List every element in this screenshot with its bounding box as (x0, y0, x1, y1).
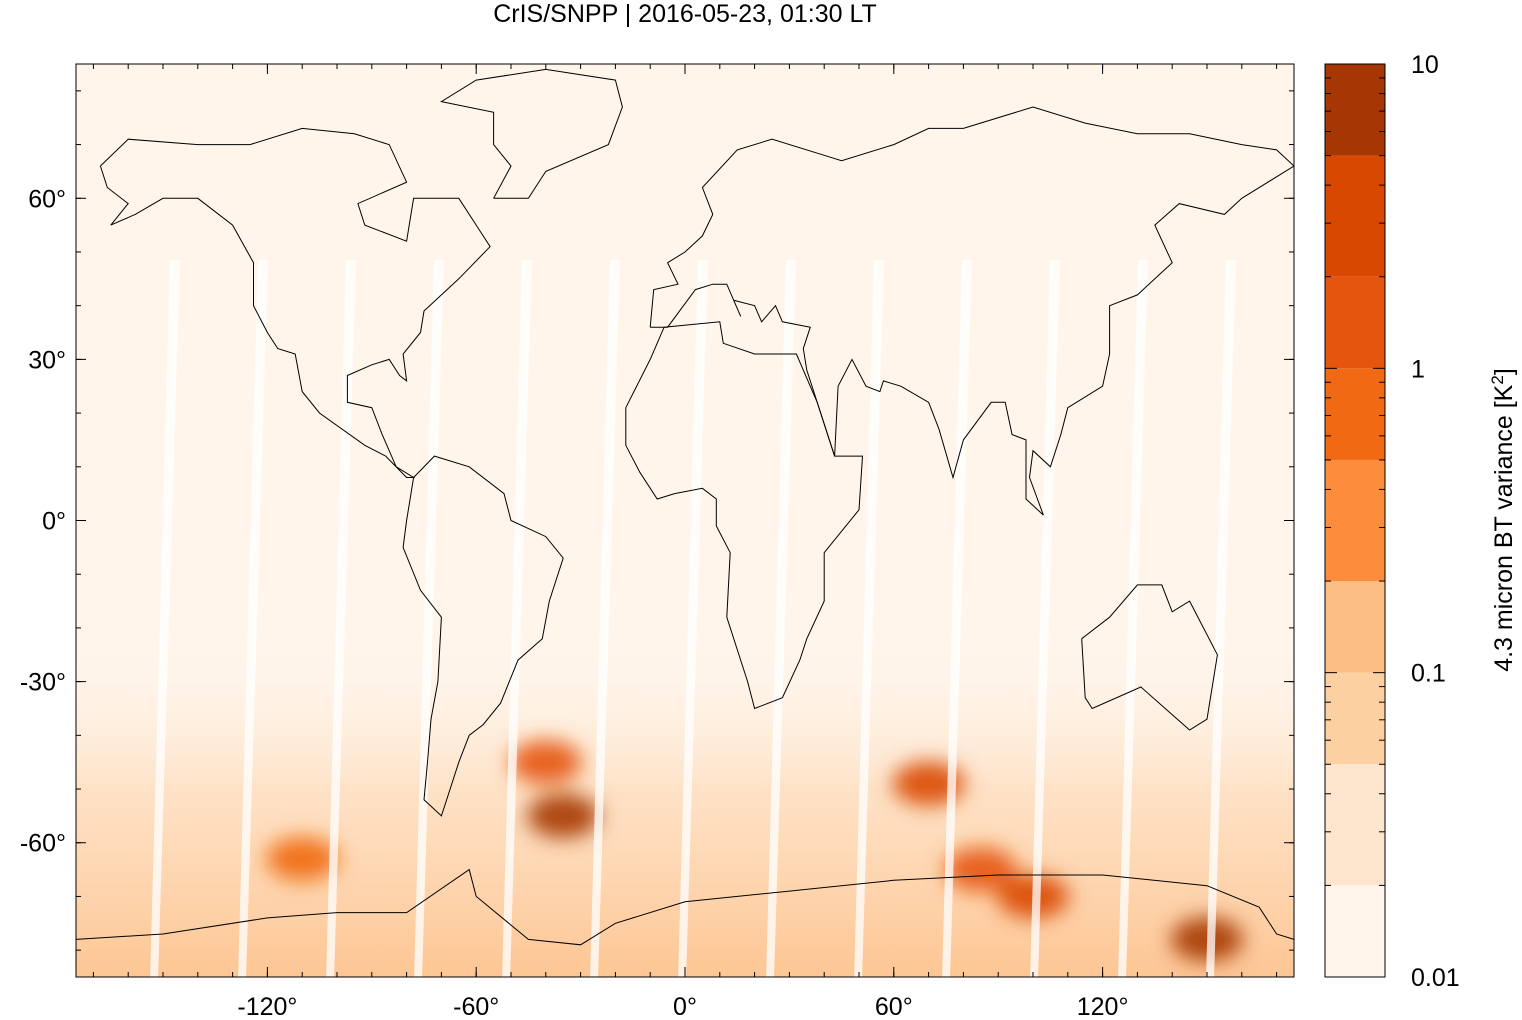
x-tick-label-4: 120° (1077, 993, 1129, 1020)
swath-gap-5 (590, 260, 620, 977)
x-axis: -120° -60° 0° 60° 120° (92, 64, 1278, 1020)
map-plot-area (76, 64, 1324, 980)
y-tick-label-2: 0° (42, 508, 66, 536)
coastline-antarctica (76, 868, 1294, 946)
hotspot-0 (1171, 917, 1243, 962)
y-tick-label-1: 30° (28, 346, 66, 374)
coastline-eurasia (649, 106, 1294, 516)
coastlines (76, 68, 1294, 946)
colorbar-segment-7 (1325, 155, 1385, 277)
colorbar-label: 4.3 micron BT variance [K2] (1488, 368, 1518, 672)
x-tick-label-3: 60° (875, 993, 913, 1020)
x-tick-label-1: -60° (453, 993, 499, 1020)
colorbar-segment-2 (1325, 672, 1385, 765)
colorbar-segment-1 (1325, 764, 1385, 886)
x-tick-label-0: -120° (237, 993, 297, 1020)
chart-title: CrIS/SNPP | 2016-05-23, 01:30 LT (493, 0, 877, 28)
swath-gap-4 (502, 260, 532, 977)
colorbar-segment-6 (1325, 276, 1385, 369)
colorbar-segment-8 (1325, 64, 1385, 156)
colorbar (1324, 63, 1386, 978)
swath-gap-10 (1030, 260, 1060, 977)
coastline-greenland (440, 68, 623, 199)
colorbar-segment-0 (1325, 885, 1385, 977)
x-tick-label-2: 0° (673, 993, 697, 1020)
hotspot-4 (509, 740, 582, 785)
y-axis: 60° 30° 0° -30° -60° (20, 90, 1294, 951)
swath-gap-11 (1118, 260, 1148, 977)
colorbar-segment-4 (1325, 459, 1385, 582)
swath-gap-6 (678, 260, 708, 977)
coastline-africa (625, 321, 864, 710)
colorbar-tick-label-2: 0.1 (1411, 660, 1446, 688)
colorbar-tick-label-3: 0.01 (1411, 964, 1460, 992)
colorbar-tick-label-1: 1 (1411, 355, 1425, 383)
swath-gap-9 (942, 260, 972, 977)
swath-gap-12 (1206, 260, 1236, 977)
swath-gap-2 (326, 260, 356, 977)
coastline-north-america (99, 127, 491, 478)
swath-gap-3 (414, 260, 444, 977)
coastline-australia (1081, 584, 1218, 731)
y-tick-label-0: 60° (28, 185, 66, 213)
colorbar-frame (1324, 63, 1386, 978)
y-tick-label-3: -30° (20, 669, 66, 697)
swath-gap-13 (1294, 260, 1324, 980)
y-tick-label-4: -60° (20, 830, 66, 858)
swath-gap-8 (854, 260, 884, 977)
colorbar-segment-3 (1325, 581, 1385, 673)
swath-gaps (150, 260, 1324, 980)
swath-gap-7 (766, 260, 796, 977)
colorbar-segment-5 (1325, 368, 1385, 460)
hotspot-5 (266, 836, 339, 881)
colorbar-ticks: 10 1 0.1 0.01 (1325, 51, 1460, 992)
hotspot-6 (944, 847, 1017, 892)
swath-gap-0 (150, 260, 180, 977)
hotspot-1 (527, 793, 600, 838)
colorbar-tick-label-0: 10 (1411, 51, 1439, 79)
coastline-south-america (402, 455, 564, 817)
hotspot-2 (892, 761, 965, 806)
swath-gap-1 (238, 260, 268, 977)
